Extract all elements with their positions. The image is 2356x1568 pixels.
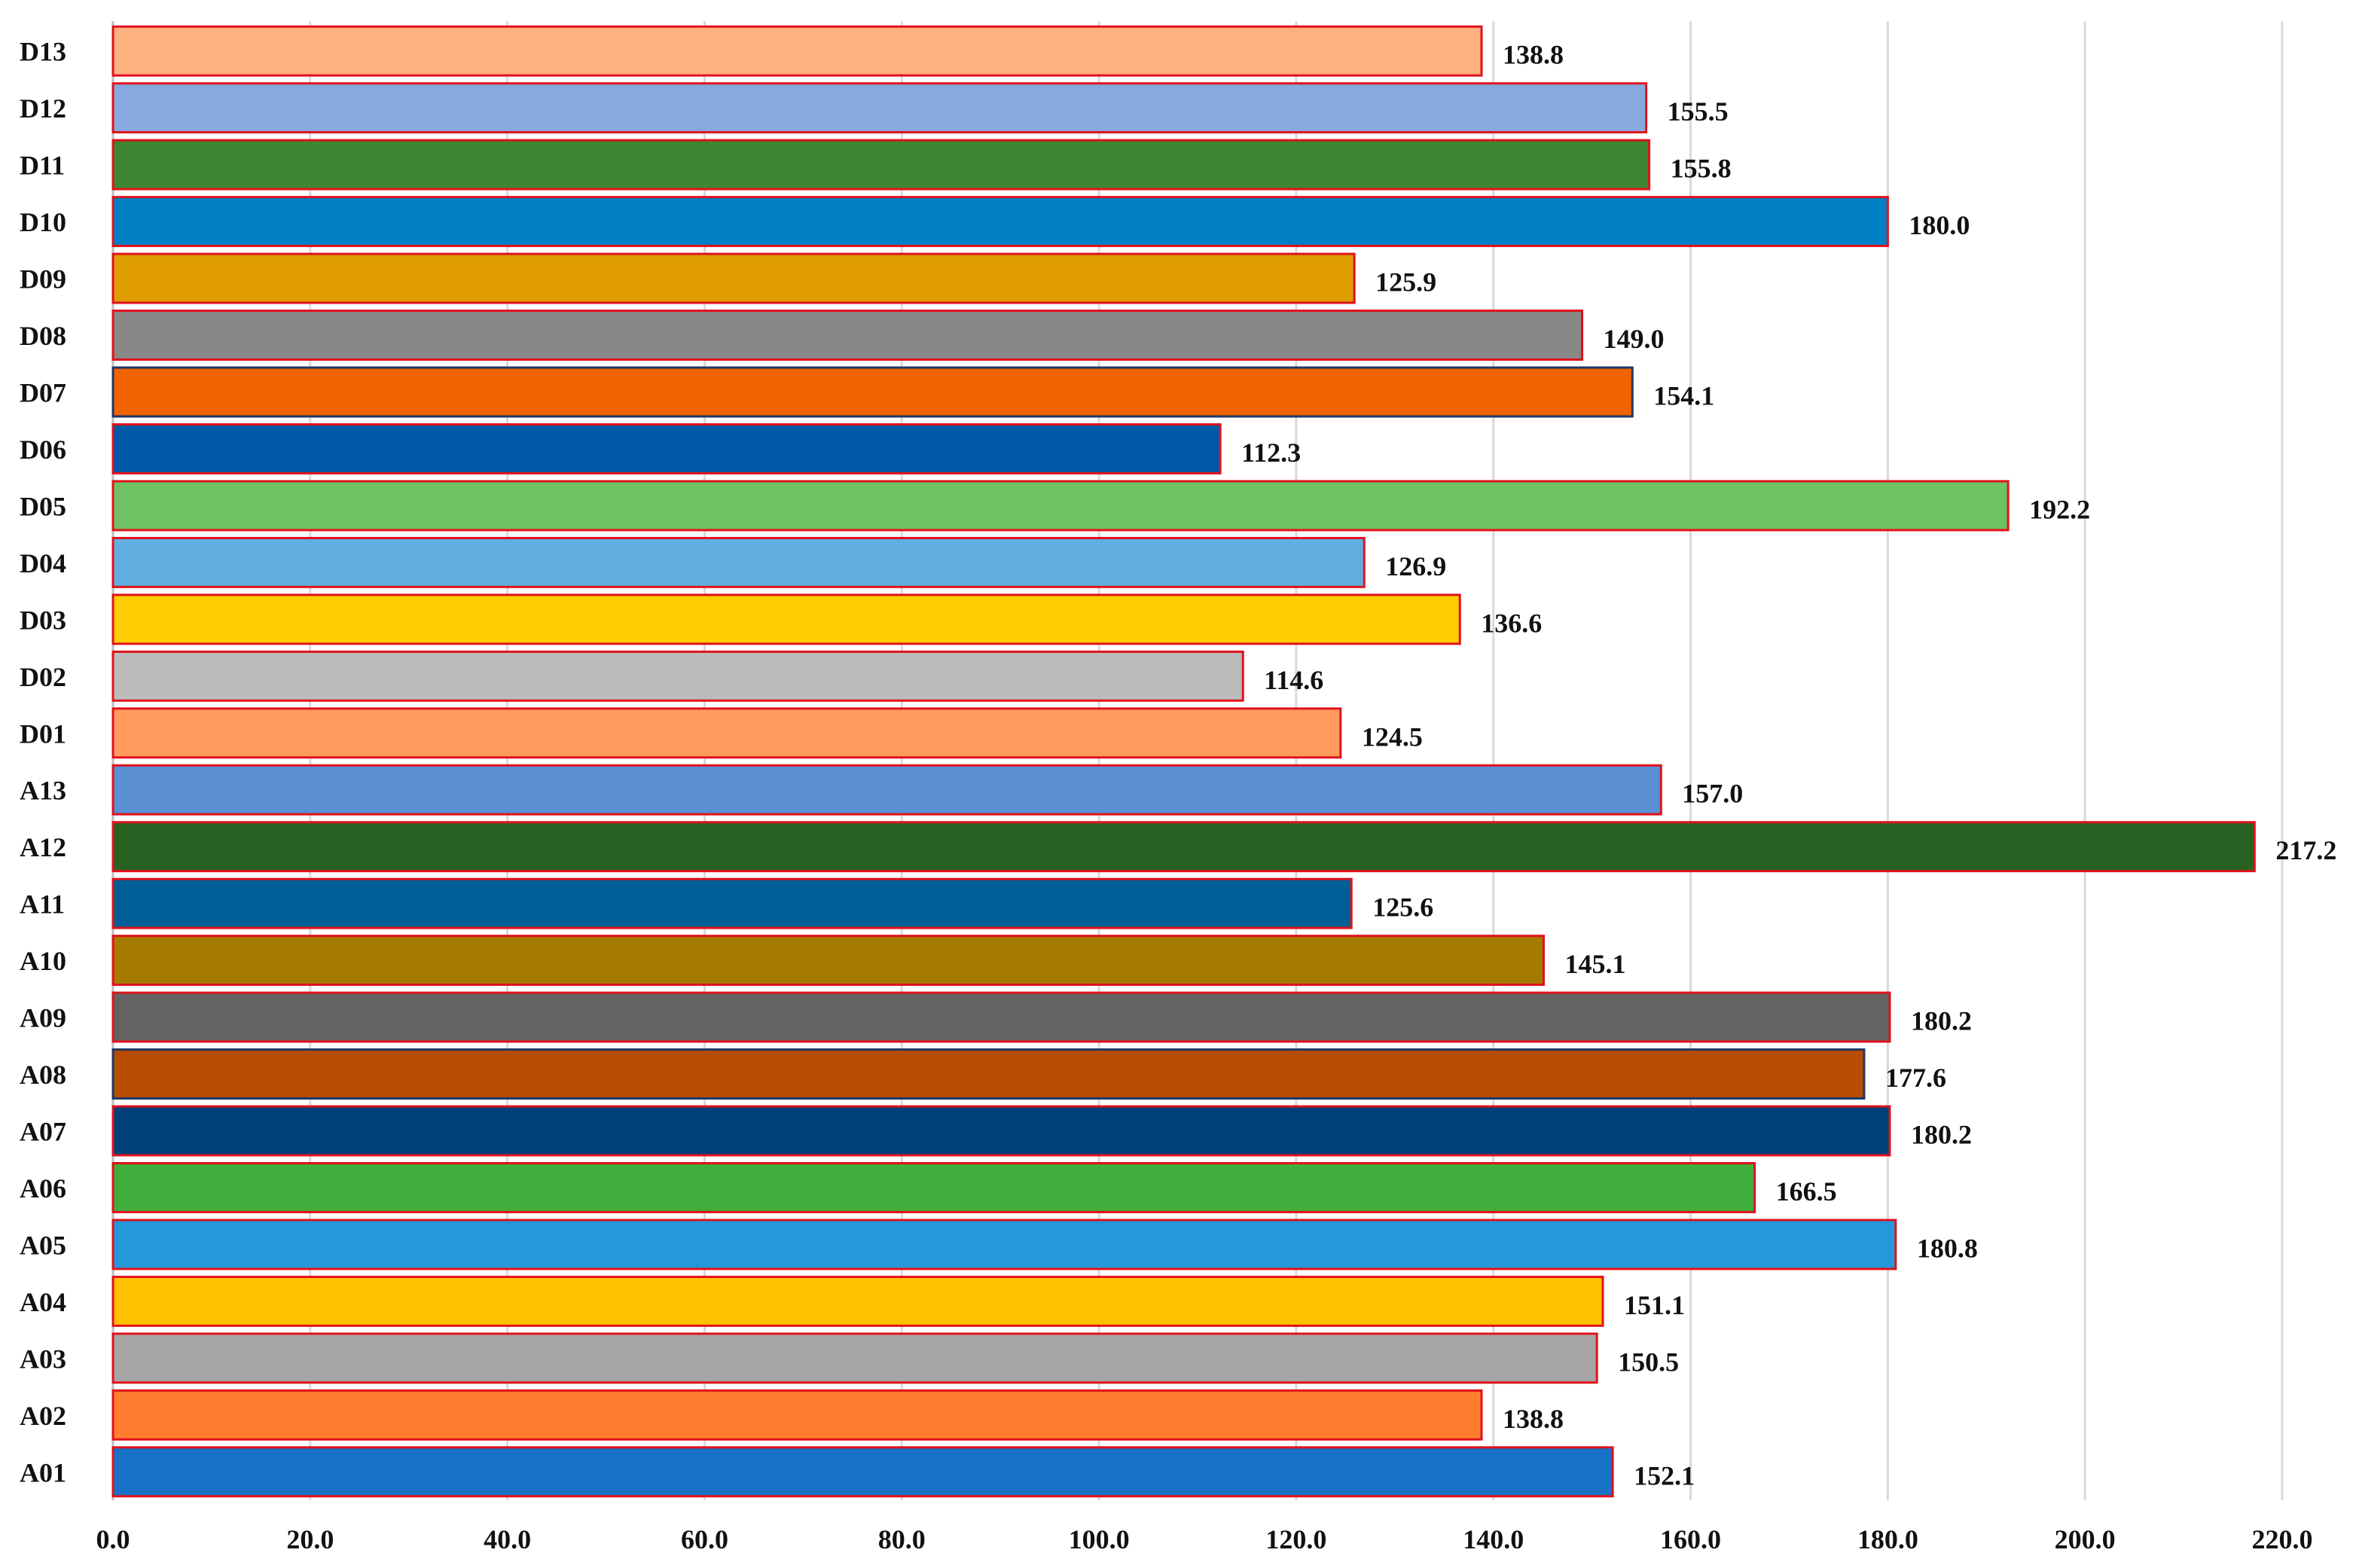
value-label: 192.2 bbox=[2029, 494, 2090, 524]
x-tick-label: 160.0 bbox=[1660, 1524, 1721, 1554]
x-tick-label: 100.0 bbox=[1069, 1524, 1130, 1554]
category-label: D07 bbox=[20, 378, 66, 408]
category-label: A07 bbox=[20, 1117, 66, 1147]
bar-a10 bbox=[111, 935, 1545, 987]
value-label: 149.0 bbox=[1604, 324, 1665, 354]
value-label: 155.5 bbox=[1668, 96, 1729, 127]
value-label: 166.5 bbox=[1776, 1176, 1837, 1207]
bar-a07 bbox=[111, 1105, 1891, 1157]
category-label: A05 bbox=[20, 1230, 66, 1260]
bar-a11 bbox=[111, 877, 1353, 929]
bar-d01 bbox=[111, 707, 1342, 759]
category-label: D11 bbox=[20, 151, 65, 181]
category-label: D05 bbox=[20, 491, 66, 521]
bar-d07 bbox=[111, 366, 1634, 418]
bar-d09 bbox=[111, 252, 1356, 304]
bar-d11 bbox=[111, 139, 1651, 191]
bar-d12 bbox=[111, 82, 1648, 134]
x-tick-label: 120.0 bbox=[1265, 1524, 1326, 1554]
value-label: 154.1 bbox=[1653, 381, 1714, 411]
category-label: A06 bbox=[20, 1173, 66, 1203]
bar-d08 bbox=[111, 310, 1584, 361]
value-label: 124.5 bbox=[1362, 721, 1423, 752]
bar-d04 bbox=[111, 536, 1366, 588]
labels: 0.0 20.0 40.0 60.0 80.0 100.0 120.0 140.0 160.0 1… bbox=[20, 37, 2336, 1554]
bar-a06 bbox=[111, 1162, 1756, 1213]
x-tick-label: 180.0 bbox=[1857, 1524, 1918, 1554]
value-label: 145.1 bbox=[1564, 949, 1625, 979]
value-label: 155.8 bbox=[1671, 154, 1732, 184]
value-label: 217.2 bbox=[2275, 835, 2336, 865]
bar-a13 bbox=[111, 764, 1662, 816]
category-label: A02 bbox=[20, 1401, 66, 1431]
x-tick-label: 20.0 bbox=[286, 1524, 334, 1554]
category-label: A10 bbox=[20, 946, 66, 976]
value-label: 152.1 bbox=[1634, 1460, 1695, 1490]
x-tick-label: 200.0 bbox=[2055, 1524, 2116, 1554]
category-label: A12 bbox=[20, 832, 66, 862]
value-label: 125.6 bbox=[1372, 892, 1433, 923]
category-label: A01 bbox=[20, 1457, 66, 1487]
bar-a09 bbox=[111, 991, 1891, 1043]
category-label: D01 bbox=[20, 718, 66, 749]
category-label: D03 bbox=[20, 605, 66, 635]
bar-d03 bbox=[111, 593, 1461, 645]
value-label: 151.1 bbox=[1624, 1290, 1685, 1320]
bar-a03 bbox=[111, 1332, 1598, 1384]
value-label: 150.5 bbox=[1618, 1347, 1679, 1377]
bars bbox=[111, 25, 2256, 1498]
bar-d05 bbox=[111, 480, 2010, 532]
value-label: 180.0 bbox=[1909, 210, 1970, 240]
category-label: D10 bbox=[20, 207, 66, 237]
value-label: 126.9 bbox=[1385, 551, 1446, 581]
category-label: D08 bbox=[20, 321, 66, 351]
bar-d02 bbox=[111, 650, 1244, 702]
category-label: A09 bbox=[20, 1003, 66, 1033]
value-label: 138.8 bbox=[1503, 1404, 1564, 1434]
category-label: D02 bbox=[20, 662, 66, 692]
category-label: D04 bbox=[20, 548, 66, 578]
value-label: 125.9 bbox=[1375, 267, 1436, 297]
value-label: 180.2 bbox=[1911, 1006, 1972, 1036]
bar-a04 bbox=[111, 1275, 1604, 1327]
value-label: 177.6 bbox=[1885, 1063, 1946, 1093]
x-tick-label: 140.0 bbox=[1463, 1524, 1524, 1554]
x-tick-label: 40.0 bbox=[484, 1524, 531, 1554]
category-label: D12 bbox=[20, 93, 66, 124]
value-label: 157.0 bbox=[1682, 779, 1743, 809]
category-label: A11 bbox=[20, 889, 65, 920]
category-label: D09 bbox=[20, 264, 66, 294]
category-label: A04 bbox=[20, 1287, 66, 1317]
value-label: 114.6 bbox=[1264, 665, 1323, 695]
category-label: A08 bbox=[20, 1060, 66, 1090]
value-label: 138.8 bbox=[1503, 40, 1564, 70]
value-label: 180.2 bbox=[1911, 1120, 1972, 1150]
bar-a08 bbox=[111, 1048, 1866, 1100]
bar-a12 bbox=[111, 821, 2256, 873]
bar-a01 bbox=[111, 1446, 1614, 1498]
category-label: A03 bbox=[20, 1344, 66, 1374]
bar-a05 bbox=[111, 1219, 1897, 1271]
category-label: D06 bbox=[20, 435, 66, 465]
value-label: 112.3 bbox=[1241, 438, 1301, 468]
x-tick-label: 60.0 bbox=[681, 1524, 728, 1554]
bar-d10 bbox=[111, 196, 1889, 248]
bar-a02 bbox=[111, 1389, 1483, 1441]
bar-d06 bbox=[111, 423, 1222, 474]
value-label: 136.6 bbox=[1481, 608, 1542, 638]
x-tick-label: 80.0 bbox=[878, 1524, 926, 1554]
bar-d13 bbox=[111, 25, 1483, 77]
value-label: 180.8 bbox=[1917, 1233, 1978, 1263]
category-label: D13 bbox=[20, 37, 66, 67]
x-tick-label: 0.0 bbox=[96, 1524, 130, 1554]
category-label: A13 bbox=[20, 776, 66, 806]
x-tick-label: 220.0 bbox=[2252, 1524, 2313, 1554]
